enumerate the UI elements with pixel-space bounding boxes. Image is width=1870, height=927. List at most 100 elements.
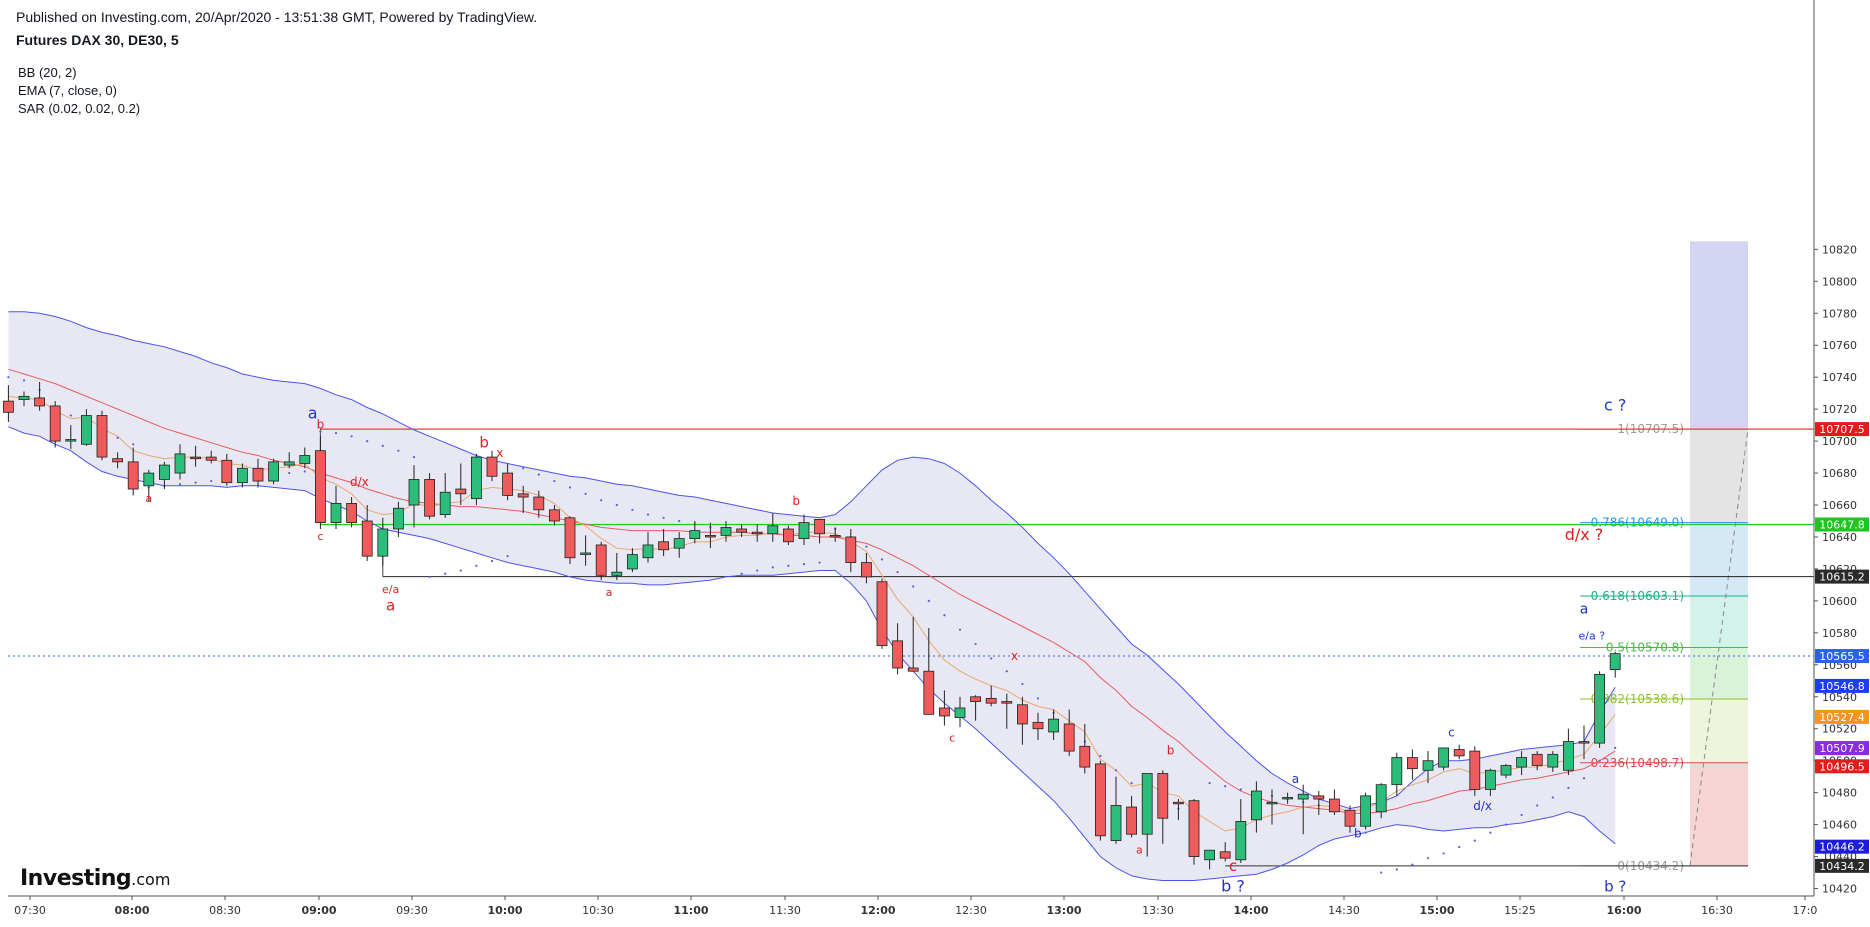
candle-body bbox=[1485, 770, 1495, 789]
candle-body bbox=[1314, 796, 1324, 799]
candle-body bbox=[612, 572, 622, 575]
sar-dot bbox=[1443, 852, 1445, 854]
candle-body bbox=[1236, 821, 1246, 859]
fib-label-0.5: 0.5(10570.8) bbox=[1606, 641, 1684, 655]
candle-body bbox=[971, 697, 981, 702]
candle-body bbox=[721, 527, 731, 535]
sar-dot bbox=[1567, 787, 1569, 789]
candle-body bbox=[1049, 719, 1059, 732]
price-tick-label: 10720 bbox=[1822, 403, 1857, 416]
price-label: 10434.2 bbox=[1819, 860, 1865, 873]
investing-logo[interactable]: Investing.com bbox=[20, 866, 170, 891]
wave-label: a bbox=[1292, 772, 1299, 786]
wave-label: x bbox=[496, 446, 503, 460]
candle-body bbox=[1579, 742, 1589, 744]
symbol-title: Futures DAX 30, DE30, 5 bbox=[16, 32, 179, 48]
candle-body bbox=[986, 698, 996, 703]
time-tick-label: 08:00 bbox=[114, 904, 149, 917]
candle-body bbox=[861, 563, 871, 577]
price-label: 10527.4 bbox=[1819, 711, 1865, 724]
sar-dot bbox=[1209, 782, 1211, 784]
time-tick-label: 11:00 bbox=[673, 904, 708, 917]
sar-dot bbox=[990, 657, 992, 659]
wave-label: c ? bbox=[1604, 396, 1626, 415]
fib-zone-0.618 bbox=[1690, 596, 1748, 648]
candle-body bbox=[128, 462, 138, 489]
sar-dot bbox=[803, 563, 805, 565]
candle-body bbox=[1595, 674, 1605, 743]
candle-body bbox=[1064, 724, 1074, 751]
sar-dot bbox=[538, 474, 540, 476]
sar-dot bbox=[912, 585, 914, 587]
candle-body bbox=[783, 529, 793, 542]
candle-body bbox=[690, 531, 700, 539]
wave-label: b bbox=[1354, 826, 1362, 840]
candle-body bbox=[1532, 754, 1542, 765]
candle-body bbox=[799, 523, 809, 539]
candle-body bbox=[1298, 794, 1308, 799]
sar-dot bbox=[1131, 782, 1133, 784]
sar-dot bbox=[1365, 832, 1367, 834]
time-tick-label: 15:25 bbox=[1504, 904, 1536, 917]
wave-label: c bbox=[1229, 857, 1237, 875]
sar-dot bbox=[351, 435, 353, 437]
time-tick-label: 13:00 bbox=[1046, 904, 1081, 917]
target-box bbox=[1690, 241, 1748, 429]
wave-label: d/x bbox=[1473, 799, 1492, 813]
sar-dot bbox=[1599, 760, 1601, 762]
sar-dot bbox=[553, 480, 555, 482]
sar-dot bbox=[663, 517, 665, 519]
candle-body bbox=[659, 542, 669, 550]
sar-dot bbox=[865, 545, 867, 547]
sar-dot bbox=[23, 379, 25, 381]
candle-body bbox=[815, 519, 825, 533]
candle-body bbox=[253, 468, 263, 481]
sar-dot bbox=[1536, 804, 1538, 806]
indicator-ema: EMA (7, close, 0) bbox=[18, 83, 117, 98]
candle-body bbox=[1376, 785, 1386, 812]
price-tick-label: 10600 bbox=[1822, 595, 1857, 608]
sar-dot bbox=[429, 576, 431, 578]
candle-body bbox=[315, 451, 325, 523]
time-tick-label: 14:30 bbox=[1328, 904, 1360, 917]
candle-body bbox=[191, 457, 201, 459]
fib-zone-0.5 bbox=[1690, 648, 1748, 699]
candle-body bbox=[1407, 758, 1417, 769]
indicator-bb: BB (20, 2) bbox=[18, 65, 77, 80]
price-tick-label: 10740 bbox=[1822, 371, 1857, 384]
sar-dot bbox=[1115, 769, 1117, 771]
price-label: 10647.8 bbox=[1819, 519, 1865, 532]
logo-text: Investing bbox=[20, 866, 131, 891]
candle-body bbox=[97, 416, 107, 458]
wave-label: a bbox=[145, 492, 152, 505]
candle-body bbox=[1329, 799, 1339, 812]
candle-body bbox=[1392, 758, 1402, 785]
time-tick-label: 08:30 bbox=[209, 904, 241, 917]
candle-body bbox=[1563, 742, 1573, 771]
sar-dot bbox=[741, 573, 743, 575]
wave-label: x bbox=[1011, 649, 1018, 663]
candle-body bbox=[1111, 805, 1121, 840]
wave-label: b bbox=[317, 417, 325, 431]
wave-label: c bbox=[317, 530, 323, 543]
sar-dot bbox=[1224, 785, 1226, 787]
wave-label: a bbox=[1136, 843, 1143, 856]
published-caption: Published on Investing.com, 20/Apr/2020 … bbox=[16, 9, 537, 25]
sar-dot bbox=[787, 565, 789, 567]
price-tick-label: 10760 bbox=[1822, 339, 1857, 352]
sar-dot bbox=[179, 483, 181, 485]
sar-dot bbox=[1037, 697, 1039, 699]
candle-body bbox=[893, 641, 903, 668]
time-tick-label: 12:30 bbox=[955, 904, 987, 917]
candle-body bbox=[222, 460, 232, 482]
sar-dot bbox=[819, 561, 821, 563]
candle-body bbox=[877, 582, 887, 646]
sar-dot bbox=[631, 509, 633, 511]
sar-dot bbox=[117, 437, 119, 439]
sar-dot bbox=[881, 558, 883, 560]
sar-dot bbox=[1380, 871, 1382, 873]
wave-label: a bbox=[606, 586, 613, 599]
price-tick-label: 10480 bbox=[1822, 787, 1857, 800]
candle-body bbox=[939, 708, 949, 716]
sar-dot bbox=[616, 504, 618, 506]
